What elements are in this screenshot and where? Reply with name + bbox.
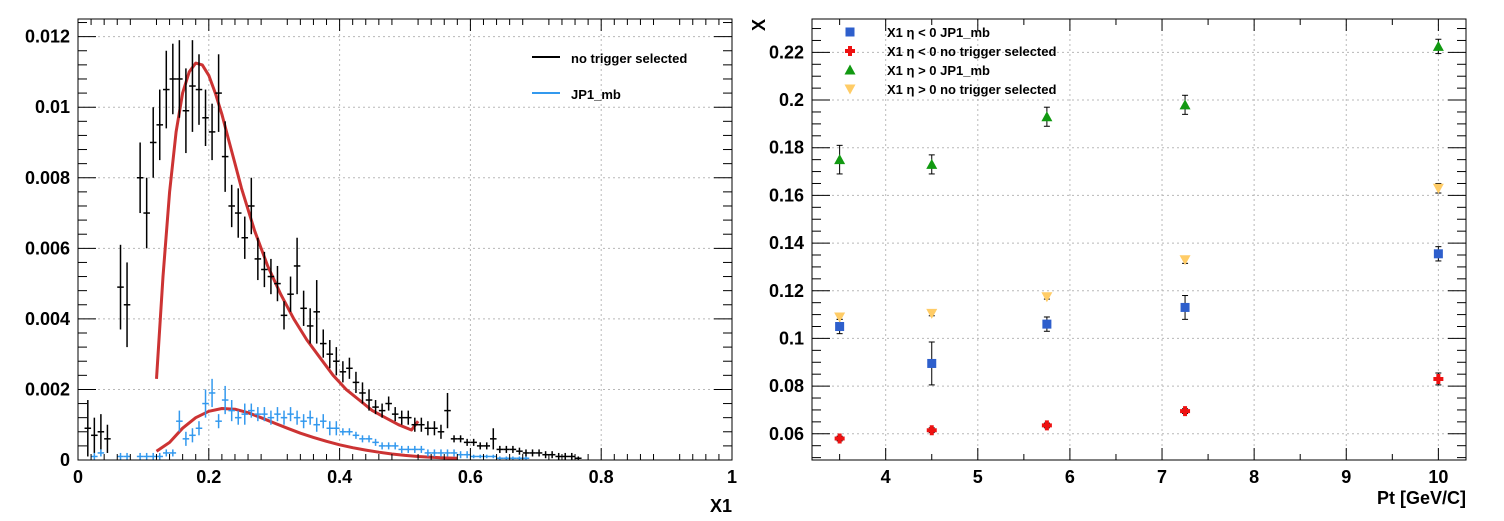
y-tick-label: 0.004 [25,309,70,329]
y-tick-label: 0.16 [769,185,804,205]
data-point [1432,40,1444,51]
data-points [84,40,582,460]
legend-label-2: X1 η < 0 no trigger selected [887,44,1056,59]
data-point [1180,302,1190,312]
x-tick-label: 10 [1428,467,1448,487]
data-point [1042,319,1052,329]
x-axis-label: Pt [GeV/C] [1377,488,1466,508]
x-tick-label: 0.4 [327,467,352,487]
data-point [1433,373,1444,384]
y-tick-label: 0.006 [25,238,70,258]
data-point [926,158,938,169]
x-tick-label: 8 [1249,467,1259,487]
y-tick-label: 0.008 [25,168,70,188]
y-tick-label: 0.01 [35,97,70,117]
legend-marker-4 [844,84,856,95]
legend-label-2: JP1_mb [571,87,621,102]
chart-x-vs-pt: 4 5 6 7 8 9 10 0.060.080.10.120.140.160.180.20… [749,18,1467,508]
data-point [926,308,938,319]
plot-frame [77,18,733,461]
legend: X1 η < 0 JP1_mb X1 η < 0 no trigger selec… [844,25,1056,97]
legend-label-1: X1 η < 0 JP1_mb [887,25,990,40]
y-tick-label: 0.22 [769,42,804,62]
legend-marker-3 [844,64,856,75]
data-point [1041,420,1052,431]
legend-label-1: no trigger selected [571,51,687,66]
x-tick-label: 5 [973,467,983,487]
y-tick-label: 0.2 [779,90,804,110]
grid-lines [812,19,1466,460]
data-point [927,358,937,368]
y-tick-label: 0.06 [769,424,804,444]
legend-marker-1 [845,27,855,37]
series-no-trigger-selected [84,40,582,460]
x-tick-label: 4 [881,467,891,487]
series-jp1-mb [91,378,530,460]
data-point [835,322,845,332]
x-tick-label: 0.2 [196,467,221,487]
data-point [834,433,845,444]
y-tick-label: 0.002 [25,379,70,399]
series-1-square [835,246,1443,386]
data-point [926,425,937,436]
data-point [834,154,846,165]
x-tick-label: 0.8 [589,467,614,487]
plot-frame [811,18,1467,461]
x-tick-label: 7 [1157,467,1167,487]
y-tick-label: 0.14 [769,233,804,253]
x-tick-label: 6 [1065,467,1075,487]
data-point [834,312,846,323]
y-axis-label: X [749,19,769,31]
data-point [1432,183,1444,194]
x-tick-label: 0 [73,467,83,487]
data-point [1179,99,1191,110]
data-point [1180,406,1191,417]
x-tick-label: 0.6 [458,467,483,487]
series-3-triangle-up [834,38,1444,175]
y-axis-ticks: 0 0.002 0.004 0.006 0.008 0.01 0.012 [25,22,732,470]
y-tick-label: 0.012 [25,27,70,47]
y-tick-label: 0.08 [769,376,804,396]
y-tick-label: 0.12 [769,281,804,301]
x-axis-ticks: 0 0.2 0.4 0.6 0.8 1 [73,19,737,487]
x-axis-ticks: 4 5 6 7 8 9 10 [839,19,1448,487]
data-points [834,38,1444,444]
legend: no trigger selected JP1_mb [532,51,687,102]
legend-label-4: X1 η > 0 no trigger selected [887,82,1056,97]
data-point [1433,249,1443,259]
series-4-triangle-down [834,182,1444,323]
x-tick-label: 1 [727,467,737,487]
data-point [1179,255,1191,266]
data-point [1041,292,1053,303]
y-axis-ticks: 0.06 0.08 0.1 0.12 0.14 0.16 0.18 0.2 0.22 [769,28,1466,459]
x-axis-label: X1 [710,496,732,516]
y-tick-label: 0 [60,450,70,470]
legend-marker-2 [845,46,855,56]
series-2-cross [834,372,1444,444]
y-tick-label: 0.1 [779,328,804,348]
data-point [1041,111,1053,122]
x-tick-label: 9 [1341,467,1351,487]
fit-curve-2 [155,407,458,460]
y-tick-label: 0.18 [769,138,804,158]
legend-label-3: X1 η > 0 JP1_mb [887,63,990,78]
chart-x1-distribution: 0 0.2 0.4 0.6 0.8 1 0 0.002 0.004 0.006 0.008 0.01… [25,18,737,516]
